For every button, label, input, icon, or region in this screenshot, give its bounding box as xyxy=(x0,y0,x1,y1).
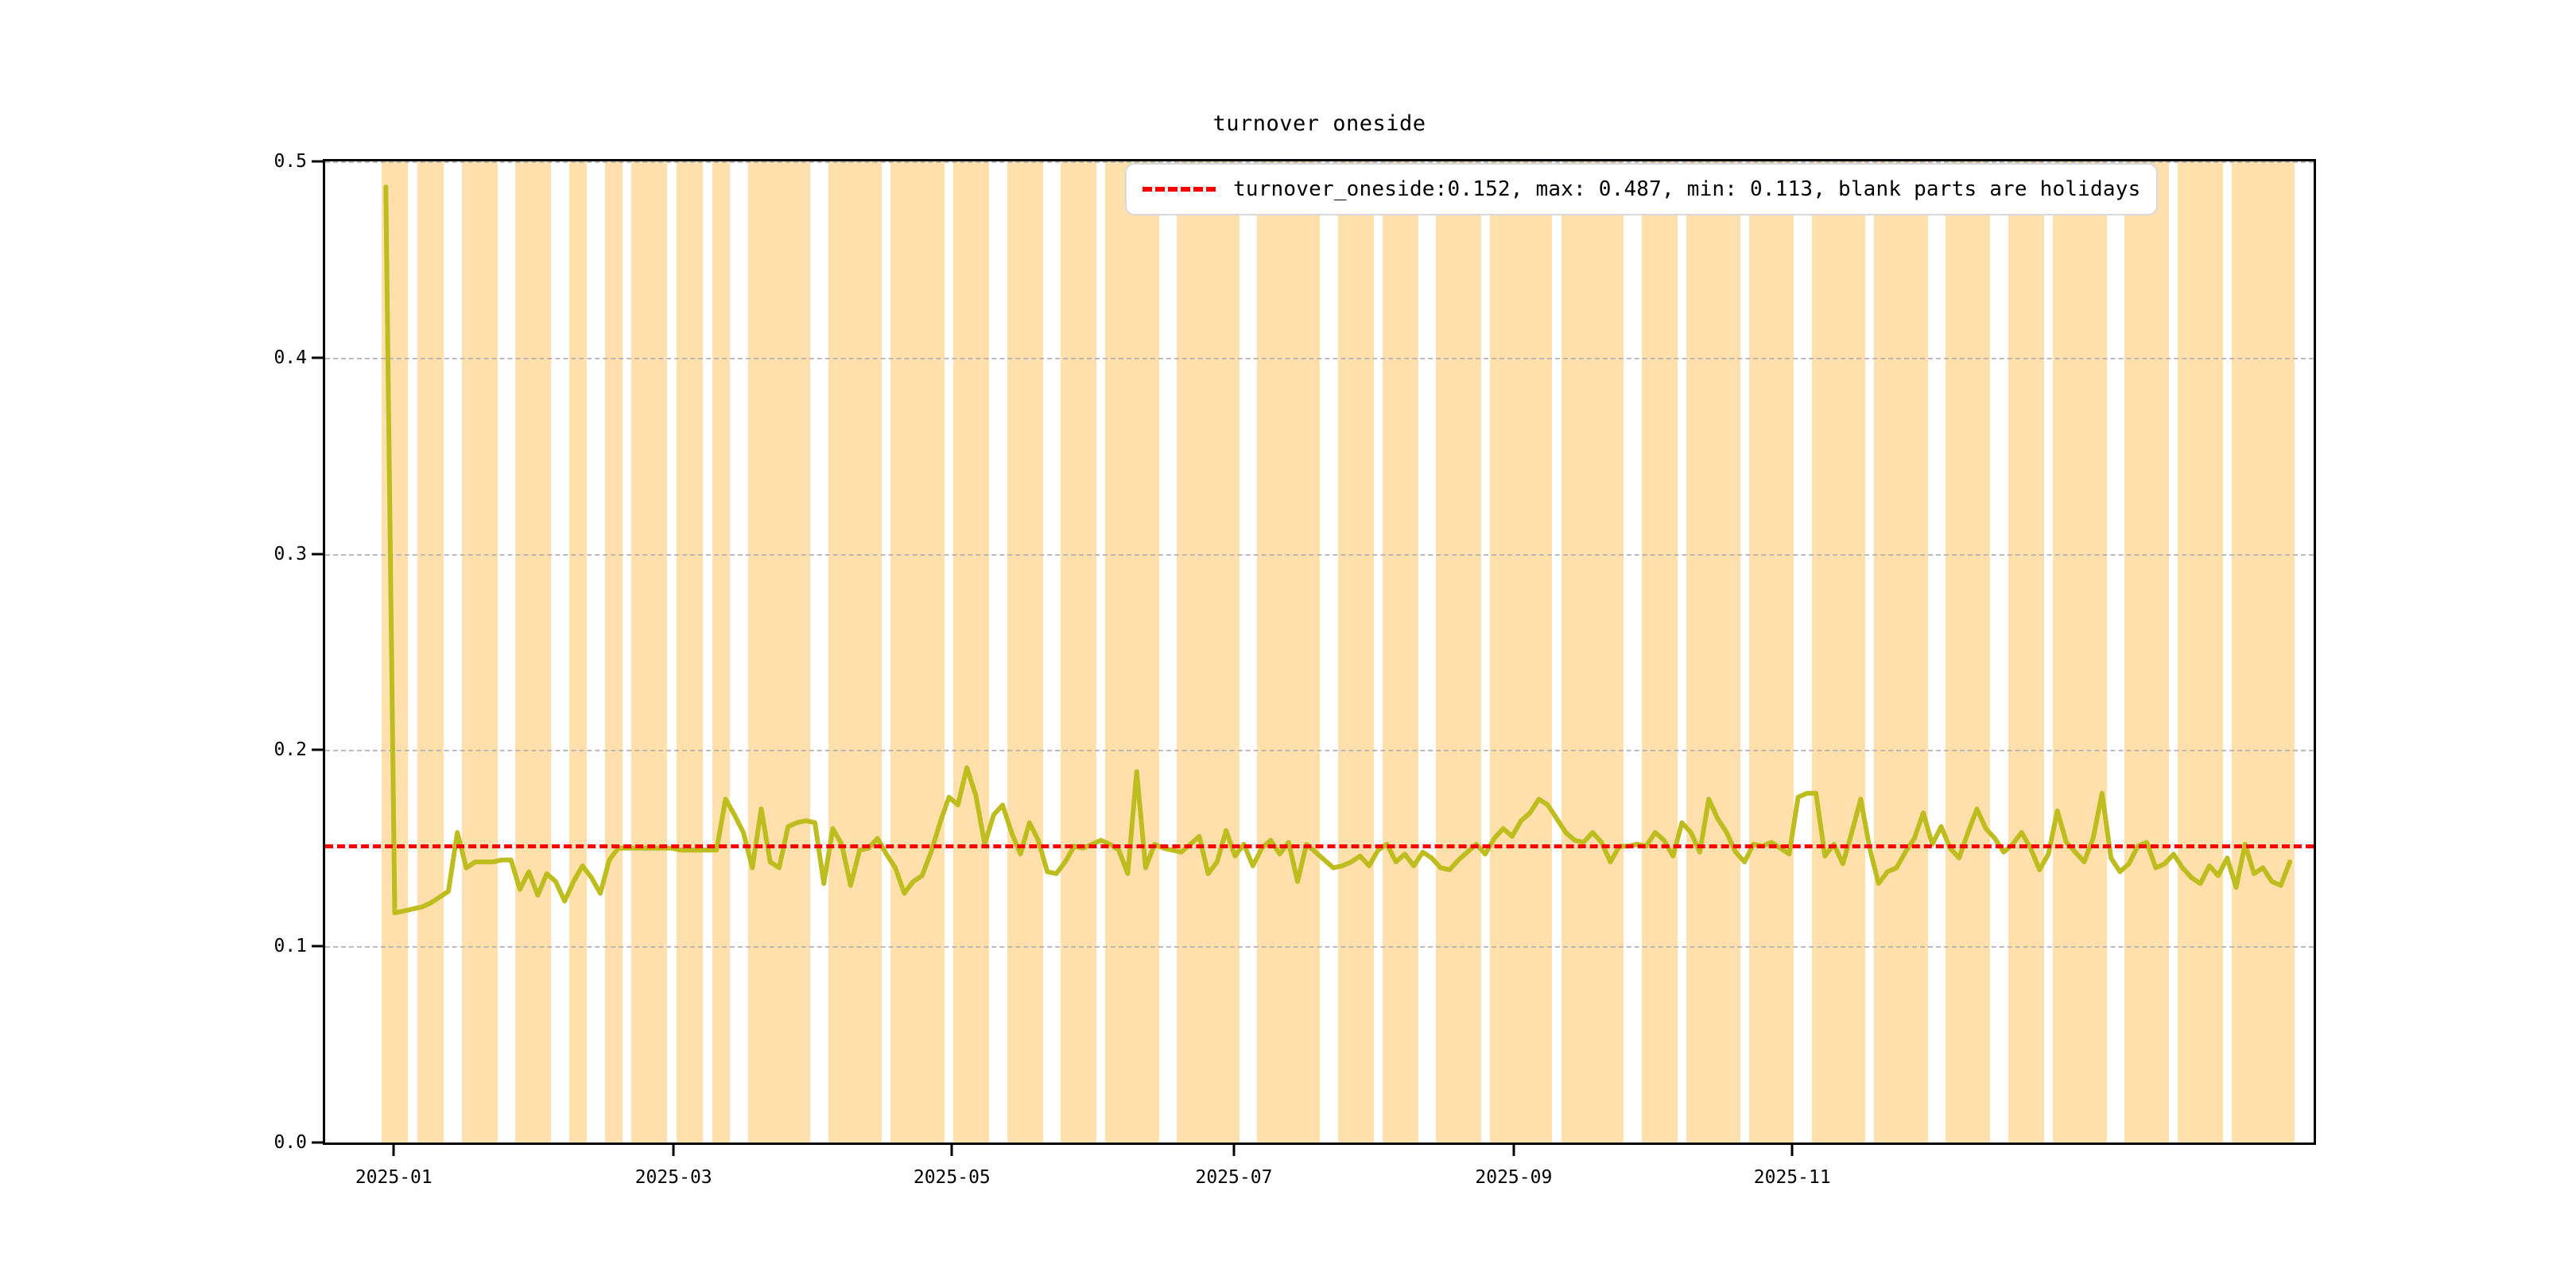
x-axis-tick-label: 2025-07 xyxy=(1195,1167,1273,1188)
x-axis-tick-label: 2025-11 xyxy=(1753,1167,1831,1188)
trading-session-band xyxy=(2053,161,2107,1143)
trading-session-band xyxy=(1177,161,1240,1143)
trading-session-band xyxy=(712,161,731,1143)
trading-session-band xyxy=(631,161,668,1143)
trading-session-band xyxy=(1811,161,1865,1143)
trading-session-band xyxy=(1061,161,1097,1143)
trading-session-band xyxy=(461,161,498,1143)
x-axis-tick-label: 2025-01 xyxy=(355,1167,433,1188)
legend-label: turnover_oneside:0.152, max: 0.487, min:… xyxy=(1233,177,2141,201)
trading-session-band xyxy=(2124,161,2170,1143)
trading-session-band xyxy=(747,161,811,1143)
trading-session-band xyxy=(568,161,588,1143)
trading-session-band xyxy=(953,161,990,1143)
trading-session-band xyxy=(417,161,444,1143)
y-axis-tick-label: 0.5 xyxy=(274,151,307,172)
y-axis-tick-label: 0.3 xyxy=(274,543,307,564)
gridline xyxy=(325,946,2314,949)
y-axis-tick-mark xyxy=(312,160,323,163)
trading-session-band xyxy=(828,161,883,1143)
trading-session-band xyxy=(1686,161,1740,1143)
gridline xyxy=(325,161,2314,163)
x-axis-tick-mark xyxy=(1232,1145,1236,1156)
legend-box: turnover_oneside:0.152, max: 0.487, min:… xyxy=(1125,163,2159,215)
turnover-line-series xyxy=(383,184,2292,916)
trading-session-band xyxy=(1436,161,1481,1143)
trading-session-band xyxy=(1489,161,1553,1143)
plot-axes xyxy=(323,159,2316,1145)
y-axis-tick-label: 0.1 xyxy=(274,936,307,957)
x-axis-tick-label: 2025-09 xyxy=(1475,1167,1553,1188)
y-axis-tick-mark xyxy=(312,945,323,948)
trading-session-band xyxy=(2231,161,2295,1143)
gridline xyxy=(325,553,2314,556)
trading-session-band xyxy=(515,161,552,1143)
x-axis-tick-label: 2025-03 xyxy=(634,1167,712,1188)
trading-session-band xyxy=(604,161,623,1143)
trading-session-band xyxy=(1946,161,1991,1143)
legend-dashed-line-icon xyxy=(1143,187,1216,192)
x-axis-tick-mark xyxy=(672,1145,675,1156)
x-axis-tick-mark xyxy=(392,1145,395,1156)
trading-session-band xyxy=(890,161,945,1143)
y-axis-tick-label: 0.0 xyxy=(274,1132,307,1153)
trading-session-band xyxy=(1337,161,1374,1143)
gridline xyxy=(325,750,2314,752)
gridline xyxy=(325,357,2314,359)
y-axis-tick-mark xyxy=(312,553,323,556)
x-axis-tick-label: 2025-05 xyxy=(913,1167,991,1188)
y-axis-tick-label: 0.2 xyxy=(274,739,307,761)
chart-title: turnover oneside xyxy=(1212,111,1426,136)
trading-session-band xyxy=(1748,161,1794,1143)
trading-session-band xyxy=(1641,161,1678,1143)
x-axis-tick-mark xyxy=(950,1145,953,1156)
y-axis-tick-mark xyxy=(312,356,323,359)
y-axis-tick-mark xyxy=(312,748,323,751)
trading-session-band xyxy=(676,161,704,1143)
y-axis-tick-mark xyxy=(312,1141,323,1144)
trading-session-band xyxy=(1007,161,1043,1143)
turnover-line xyxy=(383,184,2292,916)
trading-session-band xyxy=(2178,161,2223,1143)
trading-session-band xyxy=(1382,161,1418,1143)
mean-reference-line xyxy=(325,844,2314,848)
trading-session-band xyxy=(1105,161,1159,1143)
x-axis-tick-mark xyxy=(1790,1145,1794,1156)
trading-session-band xyxy=(1561,161,1624,1143)
plot-area xyxy=(325,161,2314,1143)
trading-session-band xyxy=(1257,161,1321,1143)
trading-session-band xyxy=(2008,161,2044,1143)
x-axis-tick-mark xyxy=(1512,1145,1515,1156)
trading-session-band xyxy=(1874,161,1928,1143)
y-axis-tick-label: 0.4 xyxy=(274,347,307,368)
